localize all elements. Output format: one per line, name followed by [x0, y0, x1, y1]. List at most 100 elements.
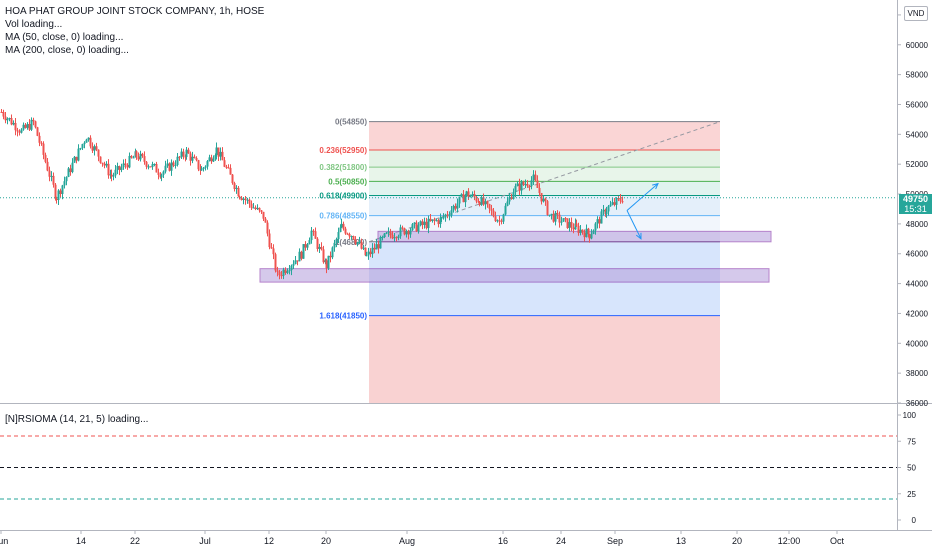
- fib-band-extension: [369, 315, 720, 403]
- candle-body: [452, 205, 455, 211]
- candle-body: [149, 166, 152, 168]
- candle-body: [352, 236, 355, 240]
- candle-body: [429, 218, 432, 221]
- candle-body: [518, 183, 521, 191]
- candle-body: [496, 220, 499, 222]
- candle-body: [83, 142, 86, 145]
- candle-body: [568, 222, 571, 229]
- candle-body: [409, 230, 412, 235]
- symbol-title[interactable]: HOA PHAT GROUP JOINT STOCK COMPANY, 1h, …: [5, 6, 265, 17]
- candle-body: [215, 147, 218, 155]
- indicator-ma50[interactable]: MA (50, close, 0) loading...: [5, 32, 124, 43]
- fibonacci-retracement[interactable]: 0(54850) 0.236(52950) 0.382(51800) 0.5(5085…: [319, 118, 721, 403]
- candle-body: [492, 210, 495, 217]
- candle-body: [512, 192, 515, 199]
- candle-body: [393, 237, 396, 239]
- candle-body: [304, 244, 307, 248]
- candle-body: [178, 156, 181, 158]
- candle-body: [320, 246, 323, 250]
- candle-body: [202, 167, 205, 169]
- candle-body: [250, 203, 253, 208]
- candle-body: [235, 187, 238, 189]
- fib-label-0: 0(54850): [335, 118, 367, 127]
- osc-tick-label: 25: [907, 490, 916, 499]
- candle-body: [16, 130, 19, 132]
- candle-body: [401, 227, 404, 229]
- candle-body: [191, 156, 194, 161]
- candle-body: [77, 148, 80, 161]
- indicator-volume[interactable]: Vol loading...: [5, 19, 63, 30]
- candle-body: [124, 163, 127, 166]
- candle-body: [18, 131, 21, 133]
- candle-body: [227, 167, 230, 169]
- candle-body: [371, 247, 374, 255]
- candle-body: [122, 163, 125, 168]
- projection-arrows[interactable]: [626, 182, 659, 240]
- candle-body: [342, 223, 345, 229]
- fib-band-0.236: [369, 150, 720, 168]
- candle-body: [99, 156, 102, 163]
- candle-body: [327, 255, 330, 269]
- candle-body: [572, 227, 575, 230]
- candle-body: [344, 228, 347, 234]
- last-price-tag: 49750 15:31: [899, 194, 932, 214]
- candle-body: [219, 151, 222, 157]
- fib-band-0.5: [369, 181, 720, 196]
- indicator-ma200[interactable]: MA (200, close, 0) loading...: [5, 45, 129, 56]
- candle-body: [310, 230, 313, 241]
- candle-body: [204, 166, 207, 168]
- candle-body: [44, 154, 47, 162]
- candle-body: [67, 168, 70, 177]
- fib-band-0: [369, 121, 720, 151]
- candle-body: [28, 124, 31, 130]
- candle-body: [168, 163, 171, 171]
- fib-label-1.618: 1.618(41850): [319, 312, 367, 321]
- x-tick-label: 13: [676, 536, 686, 546]
- candle-body: [385, 232, 388, 234]
- x-tick-label: 20: [321, 536, 331, 546]
- candle-body: [214, 154, 217, 159]
- candle-body: [411, 224, 414, 231]
- candle-body: [440, 217, 443, 219]
- candle-body: [350, 236, 353, 238]
- candle-body: [423, 221, 426, 225]
- candle-body: [516, 183, 519, 187]
- candle-body: [153, 163, 156, 165]
- support-zones[interactable]: [259, 230, 772, 283]
- y-tick-label: 38000: [906, 369, 929, 378]
- candle-body: [312, 230, 315, 232]
- candle-body: [450, 210, 453, 216]
- x-tick-label: 20: [732, 536, 742, 546]
- candle-body: [172, 162, 175, 166]
- candle-body: [120, 167, 123, 171]
- candle-body: [75, 156, 78, 161]
- candle-body: [508, 197, 511, 202]
- candle-body: [97, 149, 100, 157]
- candle-body: [564, 218, 567, 220]
- candle-body: [266, 222, 269, 234]
- candle-body: [42, 143, 45, 155]
- candle-body: [494, 216, 497, 221]
- support-zone-1: [377, 230, 772, 243]
- candle-body: [24, 124, 27, 128]
- candle-body: [256, 207, 259, 210]
- candle-body: [617, 198, 620, 200]
- candle-body: [264, 218, 267, 223]
- indicator-rsioma[interactable]: [N]RSIOMA (14, 21, 5) loading...: [5, 414, 149, 425]
- candle-body: [139, 153, 142, 160]
- candle-body: [506, 201, 509, 206]
- candle-body: [166, 163, 169, 166]
- candle-body: [607, 206, 610, 212]
- candle-body: [442, 217, 445, 219]
- candle-body: [335, 239, 338, 243]
- candle-body: [229, 167, 232, 175]
- candle-body: [151, 164, 154, 168]
- y-tick-label: 40000: [906, 339, 929, 348]
- candle-body: [570, 222, 573, 228]
- candle-body: [208, 157, 211, 162]
- candle-body: [439, 217, 442, 225]
- candle-body: [514, 186, 517, 193]
- currency-badge[interactable]: VND: [904, 6, 928, 21]
- candle-body: [562, 218, 565, 222]
- rsioma-pane: 100 75 50 25 0: [0, 411, 917, 525]
